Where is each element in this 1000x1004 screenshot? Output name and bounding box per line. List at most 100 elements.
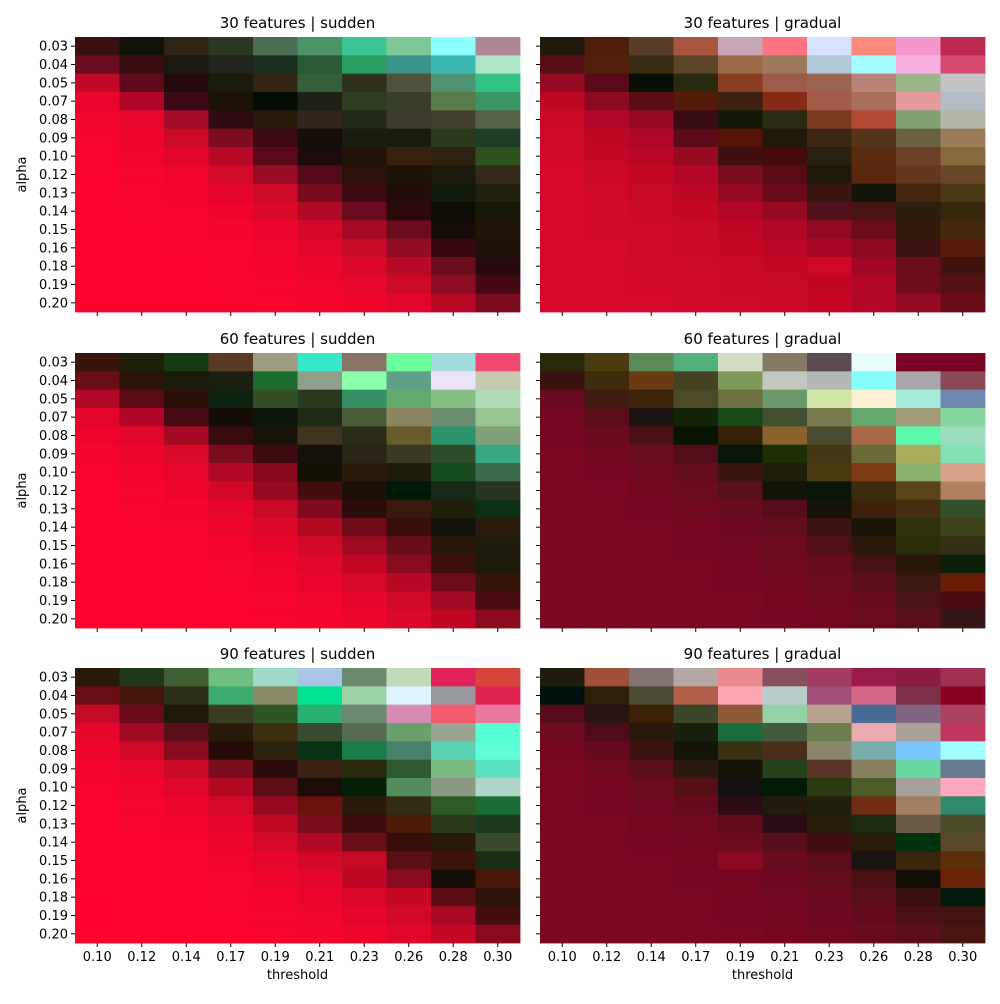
- heatmap-cell: [253, 536, 298, 556]
- heatmap-cell: [253, 92, 298, 111]
- heatmap-cell: [851, 851, 897, 871]
- heatmap-cell: [475, 778, 521, 797]
- heatmap-cell: [164, 165, 209, 185]
- heatmap-cell: [208, 759, 254, 779]
- heatmap-cell: [718, 833, 763, 852]
- heatmap-cell: [807, 257, 852, 276]
- heatmap-cell: [475, 573, 521, 592]
- heatmap-cell: [673, 869, 719, 889]
- heatmap-cell: [386, 371, 432, 391]
- heatmap-cell: [475, 536, 521, 556]
- heatmap-cell: [342, 814, 387, 834]
- heatmap-cell: [851, 183, 897, 203]
- heatmap-cell: [673, 37, 719, 56]
- heatmap-cell: [342, 463, 387, 482]
- heatmap-cell: [75, 220, 120, 240]
- heatmap-cell: [342, 165, 387, 185]
- heatmap-cell: [253, 371, 298, 391]
- heatmap-cell: [475, 814, 521, 834]
- y-tick-label: 0.09: [39, 131, 68, 146]
- heatmap-cell: [164, 408, 209, 427]
- heatmap-cell: [807, 371, 852, 391]
- heatmap-cell: [431, 723, 476, 742]
- heatmap-cell: [431, 128, 476, 148]
- heatmap-cell: [851, 723, 897, 742]
- heatmap-cell: [475, 110, 521, 130]
- heatmap-cell: [431, 833, 476, 852]
- heatmap-cell: [297, 814, 343, 834]
- heatmap-cell: [431, 55, 476, 75]
- heatmap-cell: [718, 147, 763, 166]
- heatmap-cell: [164, 591, 209, 611]
- heatmap-cell: [629, 353, 674, 372]
- heatmap-cell: [386, 759, 432, 779]
- heatmap-cell: [629, 869, 674, 889]
- heatmap-cell: [475, 741, 521, 761]
- y-tick-label: 0.15: [39, 854, 68, 869]
- heatmap-cell: [431, 371, 476, 391]
- heatmap-cell: [164, 833, 209, 852]
- heatmap-cell: [75, 110, 120, 130]
- heatmap-cell: [297, 37, 343, 56]
- heatmap-cell: [386, 741, 432, 761]
- heatmap-cell: [718, 481, 763, 501]
- heatmap-cell: [807, 554, 852, 574]
- heatmap-cell: [342, 371, 387, 391]
- heatmap-cell: [762, 481, 808, 501]
- panel-title: 60 features | sudden: [220, 330, 376, 348]
- heatmap-cell: [807, 37, 852, 56]
- y-tick-label: 0.15: [39, 539, 68, 554]
- heatmap-cell: [896, 92, 941, 111]
- heatmap-cell: [431, 481, 476, 501]
- heatmap-cell: [673, 554, 719, 574]
- heatmap-cell: [164, 924, 209, 944]
- heatmap-cell: [896, 183, 941, 203]
- heatmap-cell: [540, 444, 585, 464]
- heatmap-cell: [253, 573, 298, 592]
- heatmap-cell: [342, 906, 387, 926]
- heatmap-cell: [718, 704, 763, 724]
- y-tick-label: 0.16: [39, 557, 68, 572]
- heatmap-cell: [253, 275, 298, 295]
- heatmap-cell: [807, 924, 852, 944]
- heatmap-cell: [851, 389, 897, 409]
- heatmap-cell: [762, 92, 808, 111]
- heatmap-cell: [119, 796, 165, 816]
- heatmap-cell: [297, 371, 343, 391]
- heatmap-cell: [164, 257, 209, 276]
- heatmap-cell: [164, 906, 209, 926]
- heatmap-cell: [673, 275, 719, 295]
- heatmap-cell: [75, 888, 120, 907]
- heatmap-cell: [119, 220, 165, 240]
- x-tick-label: 0.14: [172, 950, 201, 965]
- heatmap-cell: [386, 110, 432, 130]
- heatmap-cell: [297, 165, 343, 185]
- heatmap-cell: [540, 796, 585, 816]
- heatmap-cell: [762, 463, 808, 482]
- heatmap-cell: [75, 353, 120, 372]
- heatmap-cell: [342, 778, 387, 797]
- heatmap-cell: [119, 759, 165, 779]
- heatmap-cell: [762, 73, 808, 93]
- heatmap-cell: [629, 275, 674, 295]
- heatmap-cell: [940, 371, 986, 391]
- heatmap-cell: [342, 518, 387, 537]
- heatmap-cell: [253, 426, 298, 446]
- heatmap-cell: [342, 499, 387, 519]
- heatmap-cell: [431, 704, 476, 724]
- heatmap-cell: [431, 408, 476, 427]
- heatmap-cell: [718, 554, 763, 574]
- x-tick-label: 0.28: [439, 950, 468, 965]
- heatmap-cell: [584, 389, 630, 409]
- heatmap-cell: [673, 704, 719, 724]
- heatmap-cell: [75, 668, 120, 687]
- heatmap-cell: [673, 481, 719, 501]
- heatmap-cell: [342, 110, 387, 130]
- heatmap-cell: [762, 609, 808, 629]
- heatmap-cell: [297, 686, 343, 706]
- heatmap-cell: [342, 536, 387, 556]
- heatmap-cell: [584, 165, 630, 185]
- heatmap-cell: [896, 202, 941, 221]
- heatmap-cell: [386, 202, 432, 221]
- heatmap-cell: [762, 408, 808, 427]
